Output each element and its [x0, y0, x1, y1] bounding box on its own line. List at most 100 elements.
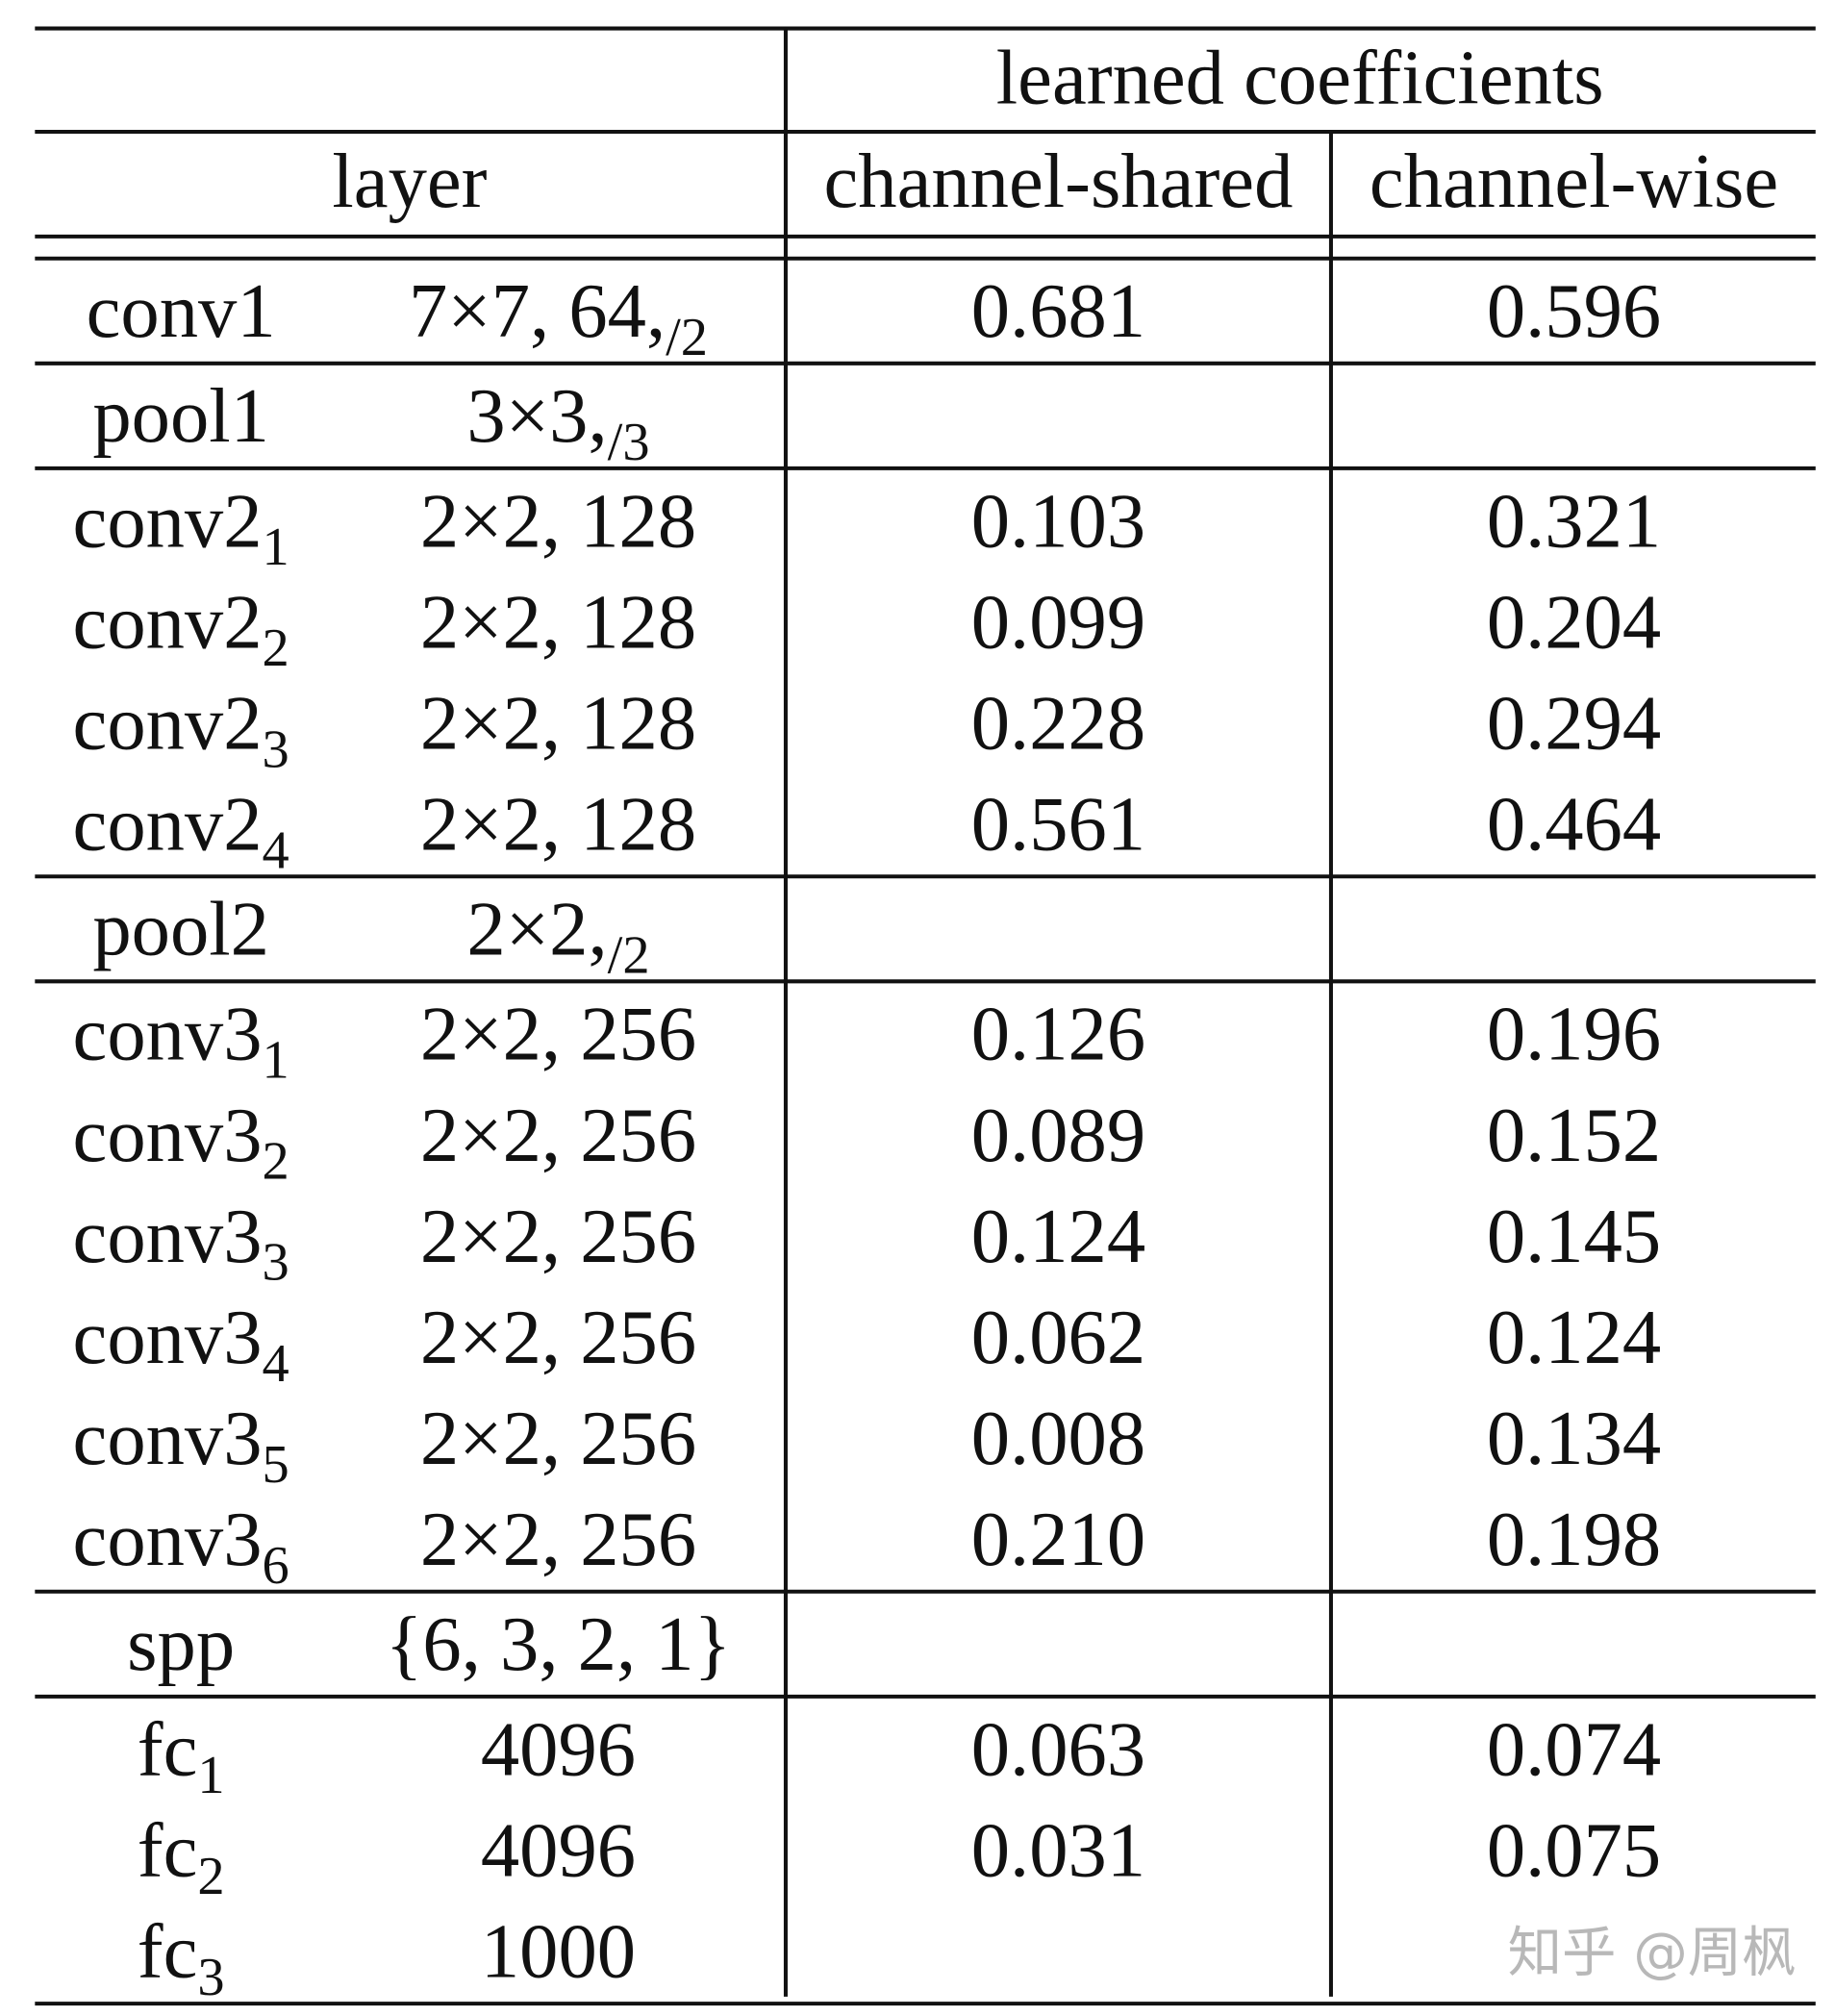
wise-coef: 0.204	[1487, 579, 1661, 665]
header-shared: channel-shared	[824, 139, 1294, 224]
shared-coef: 0.103	[971, 478, 1145, 564]
layer-config: 2×2, 128	[420, 579, 696, 665]
watermark: 知乎 @周枫	[1508, 1922, 1797, 1984]
layer-config: 2×2,/2	[466, 887, 649, 986]
layer-config-main: 4096	[481, 1706, 636, 1792]
layer-name: spp	[127, 1601, 235, 1687]
layer-config-main: 7×7, 64,	[409, 268, 666, 354]
layer-name: fc2	[138, 1807, 225, 1906]
layer-config-main: 2×2, 128	[420, 478, 696, 564]
layer-config-main: 1000	[481, 1908, 636, 1994]
layer-config-sub: /3	[608, 413, 650, 472]
layer-config: 7×7, 64,/2	[409, 268, 708, 367]
layer-name-main: conv1	[87, 268, 276, 354]
layer-name: conv22	[73, 579, 289, 678]
wise-coef: 0.294	[1487, 680, 1661, 766]
layer-name-main: spp	[127, 1601, 235, 1687]
shared-coef: 0.210	[971, 1497, 1145, 1582]
shared-coef: 0.126	[971, 992, 1145, 1077]
layer-config: 2×2, 128	[420, 680, 696, 766]
layer-config: 2×2, 128	[420, 478, 696, 564]
shared-coef: 0.062	[971, 1295, 1145, 1380]
layer-name-sub: 3	[263, 1233, 289, 1293]
layer-name-sub: 2	[263, 618, 289, 678]
wise-coef: 0.124	[1487, 1295, 1661, 1380]
layer-name-sub: 2	[197, 1847, 224, 1906]
layer-config: 2×2, 128	[420, 782, 696, 868]
shared-coef: 0.228	[971, 680, 1145, 766]
layer-config-main: 2×2,	[466, 887, 607, 972]
layer-config-main: 2×2, 128	[420, 680, 696, 766]
layer-name-sub: 3	[263, 719, 289, 779]
layer-name-main: pool1	[92, 373, 269, 459]
layer-config: 2×2, 256	[420, 1093, 696, 1178]
header-layer: layer	[332, 139, 487, 224]
wise-coef: 0.596	[1487, 268, 1661, 354]
shared-coef: 0.063	[971, 1706, 1145, 1792]
shared-coef: 0.561	[971, 782, 1145, 868]
header-wise: channel-wise	[1370, 139, 1778, 224]
shared-coef: 0.089	[971, 1093, 1145, 1178]
layer-config: 3×3,/3	[466, 373, 649, 472]
wise-coef: 0.196	[1487, 992, 1661, 1077]
layer-name-sub: 5	[263, 1435, 289, 1495]
layer-name: fc3	[138, 1908, 225, 2007]
layer-name-main: fc	[138, 1706, 198, 1792]
layer-config-main: {6, 3, 2, 1}	[386, 1601, 732, 1687]
shared-coef: 0.031	[971, 1807, 1145, 1893]
layer-name-main: conv3	[73, 1295, 263, 1380]
layer-name-main: conv2	[73, 579, 263, 665]
layer-name-main: conv3	[73, 992, 263, 1077]
layer-name: conv32	[73, 1093, 289, 1192]
layer-name-sub: 4	[263, 820, 289, 880]
wise-coef: 0.198	[1487, 1497, 1661, 1582]
layer-config: 2×2, 256	[420, 1396, 696, 1481]
layer-config-main: 2×2, 256	[420, 1295, 696, 1380]
layer-config-main: 3×3,	[466, 373, 607, 459]
layer-config: 2×2, 256	[420, 992, 696, 1077]
layer-config: {6, 3, 2, 1}	[386, 1601, 732, 1687]
layer-name-sub: 6	[263, 1536, 289, 1596]
layer-name: conv35	[73, 1396, 289, 1495]
wise-coef: 0.321	[1487, 478, 1661, 564]
layer-name-sub: 2	[263, 1132, 289, 1192]
layer-config-sub: /2	[608, 925, 650, 985]
wise-coef: 0.074	[1487, 1706, 1661, 1792]
shared-coef: 0.124	[971, 1194, 1145, 1279]
layer-name-main: conv3	[73, 1396, 263, 1481]
layer-config: 2×2, 256	[420, 1194, 696, 1279]
layer-name-sub: 1	[197, 1746, 224, 1805]
layer-name: conv34	[73, 1295, 289, 1394]
layer-config: 4096	[481, 1706, 636, 1792]
layer-config: 4096	[481, 1807, 636, 1893]
shared-coef: 0.681	[971, 268, 1145, 354]
wise-coef: 0.145	[1487, 1194, 1661, 1279]
layer-name: conv24	[73, 782, 289, 881]
layer-name-main: conv3	[73, 1497, 263, 1582]
layer-name: conv21	[73, 478, 289, 577]
layer-config-sub: /2	[666, 308, 708, 367]
wise-coef: 0.075	[1487, 1807, 1661, 1893]
layer-name-sub: 3	[197, 1948, 224, 2007]
layer-name: conv31	[73, 992, 289, 1091]
layer-name-main: conv2	[73, 680, 263, 766]
layer-config-main: 4096	[481, 1807, 636, 1893]
layer-name-sub: 1	[263, 517, 289, 577]
layer-name-main: fc	[138, 1807, 198, 1893]
layer-config: 2×2, 256	[420, 1497, 696, 1582]
wise-coef: 0.464	[1487, 782, 1661, 868]
layer-name: conv36	[73, 1497, 289, 1596]
layer-config: 1000	[481, 1908, 636, 1994]
layer-config-main: 2×2, 256	[420, 1497, 696, 1582]
layer-name-main: conv2	[73, 782, 263, 868]
layer-name: conv33	[73, 1194, 289, 1293]
shared-coef: 0.008	[971, 1396, 1145, 1481]
layer-config-main: 2×2, 256	[420, 1093, 696, 1178]
layer-config: 2×2, 256	[420, 1295, 696, 1380]
layer-name-main: conv2	[73, 478, 263, 564]
layer-name-main: pool2	[92, 887, 269, 972]
layer-config-main: 2×2, 256	[420, 1194, 696, 1279]
layer-name-sub: 4	[263, 1334, 289, 1394]
layer-config-main: 2×2, 128	[420, 782, 696, 868]
